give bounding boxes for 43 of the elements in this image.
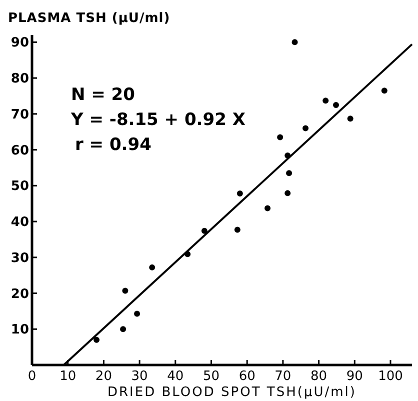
- point: [347, 116, 354, 122]
- point: [284, 190, 291, 196]
- point: [234, 226, 240, 233]
- point: [381, 88, 388, 94]
- x-tick-label: 50: [202, 369, 220, 384]
- y-tick-label: 30: [10, 250, 29, 266]
- point: [322, 98, 329, 104]
- point: [302, 125, 309, 132]
- y-axis-title: PLASMA TSH (µU/ml): [8, 11, 170, 26]
- y-tick-label: 10: [10, 322, 29, 338]
- x-tick-label: 70: [274, 369, 292, 384]
- x-tick-label: 80: [310, 369, 328, 384]
- y-tick-label: 70: [10, 107, 29, 122]
- x-tick-label: 10: [60, 369, 76, 384]
- x-tick-label: 90: [346, 369, 363, 384]
- x-tick-label: 0: [28, 369, 36, 384]
- y-tick-label: 40: [10, 215, 29, 230]
- y-tick-label: 50: [10, 179, 29, 194]
- annotation: Y = -8.15 + 0.92 X: [70, 110, 246, 130]
- point: [292, 39, 298, 46]
- point: [134, 310, 140, 317]
- y-tick-label: 60: [10, 143, 29, 158]
- point: [333, 102, 339, 108]
- x-tick-label: 20: [95, 369, 112, 384]
- point: [286, 170, 292, 176]
- annotation: N = 20: [71, 85, 136, 105]
- point: [277, 134, 284, 140]
- y-tick-label: 20: [10, 286, 29, 302]
- point: [201, 228, 208, 234]
- x-tick-label: 60: [238, 369, 256, 384]
- point: [94, 336, 100, 343]
- y-tick-label: 90: [10, 36, 29, 51]
- point: [264, 205, 271, 212]
- point: [120, 326, 126, 332]
- y-tick-label: 80: [10, 72, 29, 87]
- x-tick-label: 100: [378, 369, 403, 384]
- point: [236, 190, 243, 197]
- point: [122, 288, 128, 294]
- x-axis-title: DRIED BLOOD SPOT TSH(µU/ml): [108, 385, 356, 400]
- x-tick-label: 30: [131, 369, 148, 384]
- annotation: r = 0.94: [75, 135, 152, 155]
- point: [149, 264, 156, 270]
- x-tick-label: 40: [167, 369, 184, 384]
